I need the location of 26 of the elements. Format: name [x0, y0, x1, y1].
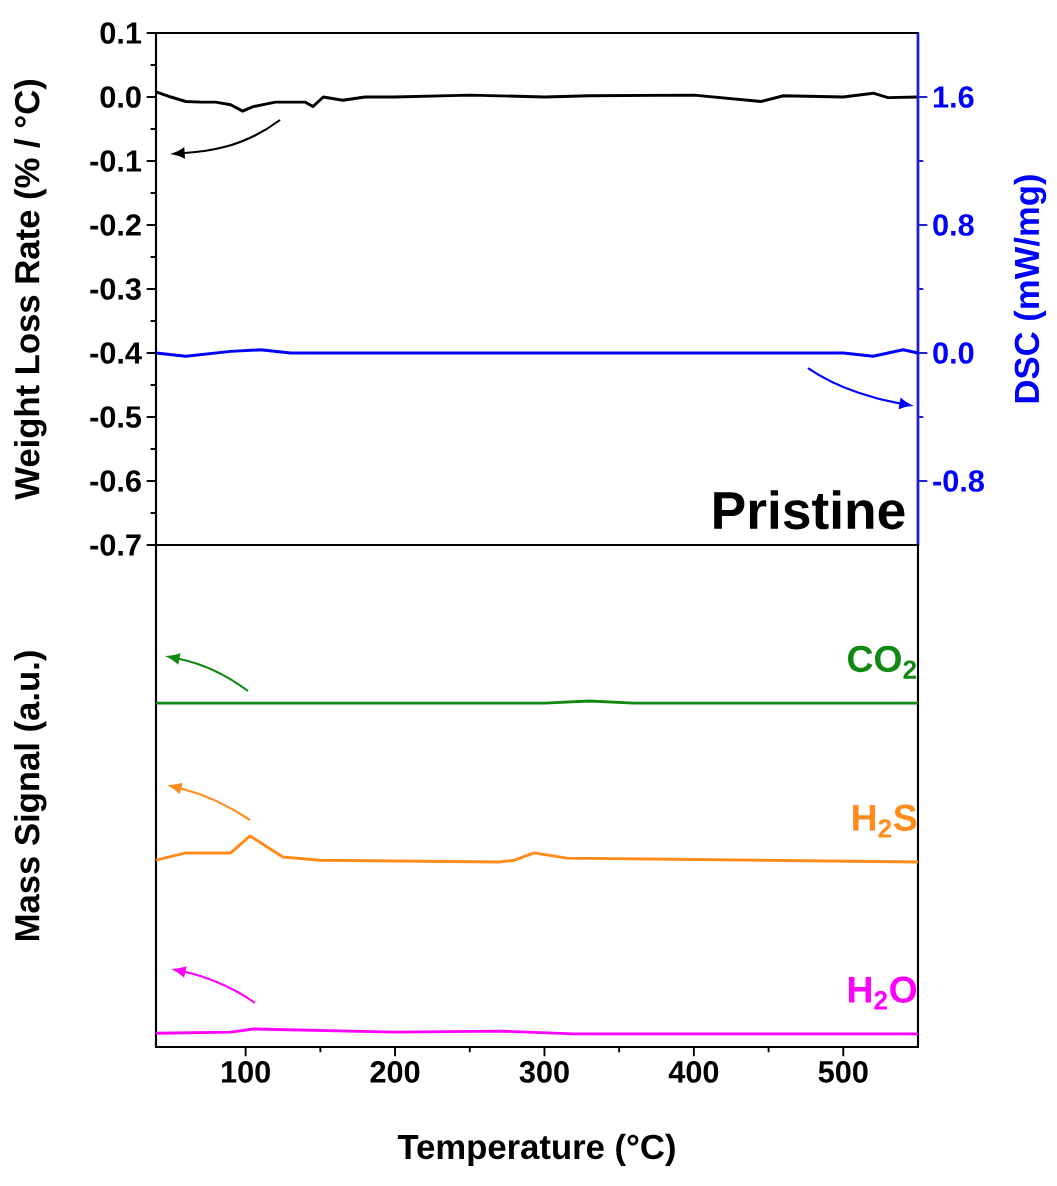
y2-tick-label: 0.0 [933, 342, 974, 364]
y-tick-label: -0.1 [90, 150, 142, 172]
x-tick-label: 400 [668, 1061, 719, 1083]
y-axis-title: Weight Loss Rate (% / °C) [14, 79, 47, 500]
series-label: H$_{2}$O [849, 976, 917, 1010]
y2-tick-label: -0.8 [933, 470, 984, 492]
x-axis-title: Temperature (°C) [397, 1133, 675, 1167]
x-tick-label: 300 [519, 1061, 569, 1083]
y2-tick-label: 1.6 [933, 86, 974, 108]
annotation: Pristine [714, 490, 905, 530]
y-tick-label: -0.2 [90, 214, 141, 236]
y-tick-label: -0.6 [90, 470, 141, 492]
x-tick-label: 100 [221, 1061, 270, 1083]
x-tick-label: 200 [370, 1061, 420, 1083]
y-axis-title: Mass Signal (a.u.) [14, 651, 47, 941]
y-tick-label: -0.4 [90, 342, 142, 364]
y-tick-label: -0.7 [90, 534, 141, 556]
x-tick-label: 500 [818, 1061, 868, 1083]
y2-axis-title: DSC (mW/mg) [1013, 175, 1047, 403]
series-label: CO$_{2}$ [848, 645, 917, 679]
y-tick-label: -0.3 [90, 278, 141, 300]
y-tick-label: 0.1 [100, 22, 142, 44]
y2-tick-label: 0.8 [933, 214, 974, 236]
y-tick-label: -0.5 [90, 406, 142, 428]
y-tick-label: 0.0 [100, 86, 141, 108]
series-label: H$_{2}$S [853, 804, 917, 838]
